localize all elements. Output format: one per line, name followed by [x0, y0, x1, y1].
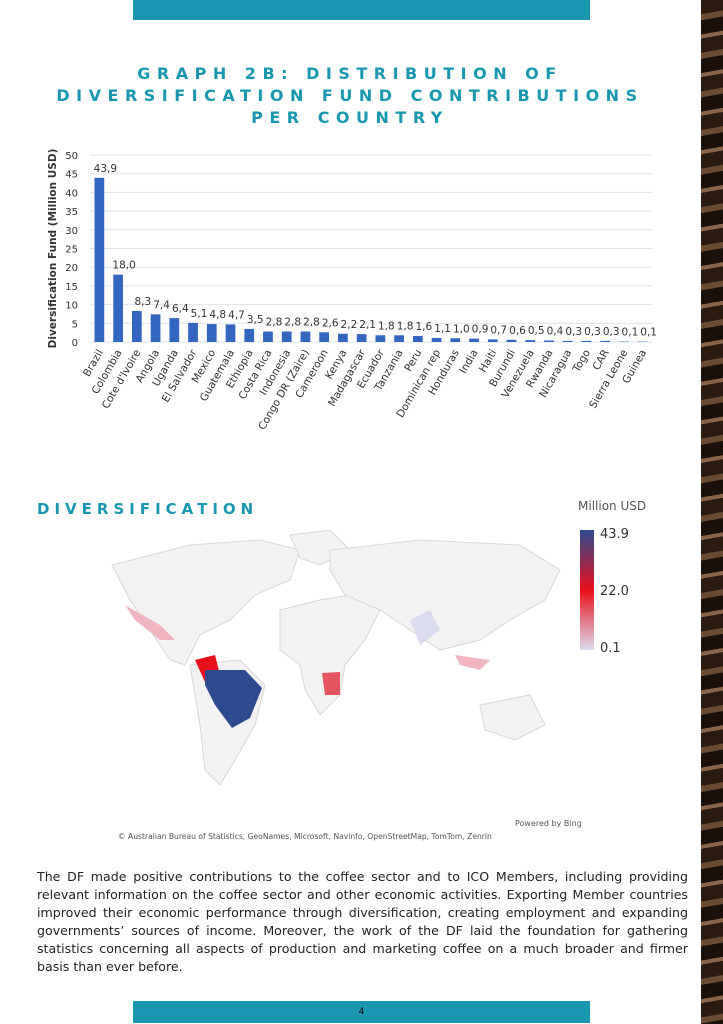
value-label: 0,3 [603, 326, 620, 338]
bar [188, 322, 198, 342]
y-tick-label: 40 [65, 188, 78, 199]
value-label: 18,0 [112, 260, 135, 272]
value-label: 3,5 [247, 314, 264, 326]
value-label: 2,8 [284, 317, 301, 329]
top-bar [133, 0, 590, 20]
bar [281, 331, 292, 342]
y-tick-label: 35 [65, 207, 78, 218]
value-label: 0,6 [509, 325, 526, 337]
value-label: 2,8 [303, 317, 320, 329]
legend-tick: 43.9 [600, 527, 629, 542]
bar [356, 334, 367, 342]
mexico [125, 605, 175, 640]
bar [562, 340, 573, 342]
bar [225, 324, 236, 342]
bar [244, 328, 255, 342]
bar [431, 337, 442, 342]
bar [506, 339, 517, 342]
value-label: 2,1 [359, 319, 376, 331]
value-label: 1,6 [415, 321, 432, 333]
map-credits: © Australian Bureau of Statistics, GeoNa… [118, 832, 492, 841]
value-label: 43,9 [94, 163, 117, 175]
legend-title: Million USD [578, 499, 646, 513]
value-label: 0,3 [584, 326, 601, 338]
land [111, 529, 561, 786]
indonesia [455, 655, 490, 670]
angola [322, 672, 340, 695]
y-tick-label: 30 [65, 226, 78, 237]
footer-bar: 4 [133, 1001, 590, 1023]
bar [469, 338, 479, 342]
value-label: 2,2 [341, 319, 358, 331]
value-label: 0,7 [490, 324, 507, 336]
page-number: 4 [358, 1007, 365, 1017]
value-label: 8,3 [134, 296, 151, 308]
y-tick-label: 50 [65, 151, 78, 162]
bar [394, 335, 404, 342]
bar [169, 318, 180, 342]
paragraph: The DF made positive contributions to th… [37, 869, 688, 974]
y-axis-label: Diversification Fund (Million USD) [47, 149, 59, 349]
y-tick-label: 25 [65, 245, 78, 256]
bar [113, 274, 123, 342]
x-tick-label: India [457, 348, 480, 376]
value-label: 0,5 [528, 325, 545, 337]
value-label: 1,0 [453, 323, 470, 335]
value-label: 2,8 [266, 317, 283, 329]
map: Million USD 43.9 22.0 0.1 Powered by Bin… [111, 499, 646, 841]
coffee-beans [701, 0, 723, 1024]
map-title: DIVERSIFICATION [37, 500, 259, 518]
bar [263, 331, 273, 342]
value-label: 4,7 [228, 309, 245, 321]
y-tick-label: 45 [65, 170, 78, 181]
bar [94, 177, 105, 342]
bar [338, 333, 348, 342]
y-tick-label: 20 [65, 263, 78, 274]
bar [450, 338, 461, 342]
bar [544, 340, 554, 342]
bar [150, 314, 161, 342]
bar [300, 331, 311, 342]
value-label: 0,4 [547, 326, 564, 338]
x-tick-label: Togo [570, 348, 593, 376]
bar [131, 310, 142, 342]
value-label: 0,3 [565, 326, 582, 338]
bar [487, 339, 498, 342]
value-label: 1,8 [378, 320, 395, 332]
y-tick-label: 0 [72, 338, 78, 349]
bar [375, 335, 386, 342]
powered-by: Powered by Bing [515, 819, 582, 828]
value-label: 6,4 [172, 303, 189, 315]
bar [581, 340, 592, 342]
legend-scale [580, 530, 594, 650]
y-tick-label: 10 [65, 301, 78, 312]
value-label: 4,8 [209, 309, 226, 321]
value-label: 0,1 [622, 327, 639, 339]
value-label: 1,8 [397, 320, 414, 332]
value-label: 7,4 [153, 299, 170, 311]
legend-tick: 0.1 [600, 641, 621, 656]
bar [412, 336, 423, 342]
value-label: 0,9 [472, 324, 489, 336]
value-label: 0,1 [640, 327, 657, 339]
value-label: 2,6 [322, 317, 339, 329]
brazil [205, 670, 262, 728]
bar [525, 340, 536, 342]
bar [600, 340, 611, 342]
bar [206, 324, 217, 342]
graph-title: GRAPH 2B: DISTRIBUTION OF DIVERSIFICATIO… [56, 64, 644, 127]
india [410, 610, 440, 645]
value-label: 1,1 [434, 323, 451, 335]
chart: 0 5 10 15 20 25 30 35 40 45 50 Diversification Fund… [47, 149, 657, 433]
bar [319, 332, 330, 342]
value-label: 5,1 [191, 308, 208, 320]
y-tick-label: 15 [65, 282, 78, 293]
y-tick-label: 5 [72, 319, 78, 330]
legend-tick: 22.0 [600, 584, 629, 599]
